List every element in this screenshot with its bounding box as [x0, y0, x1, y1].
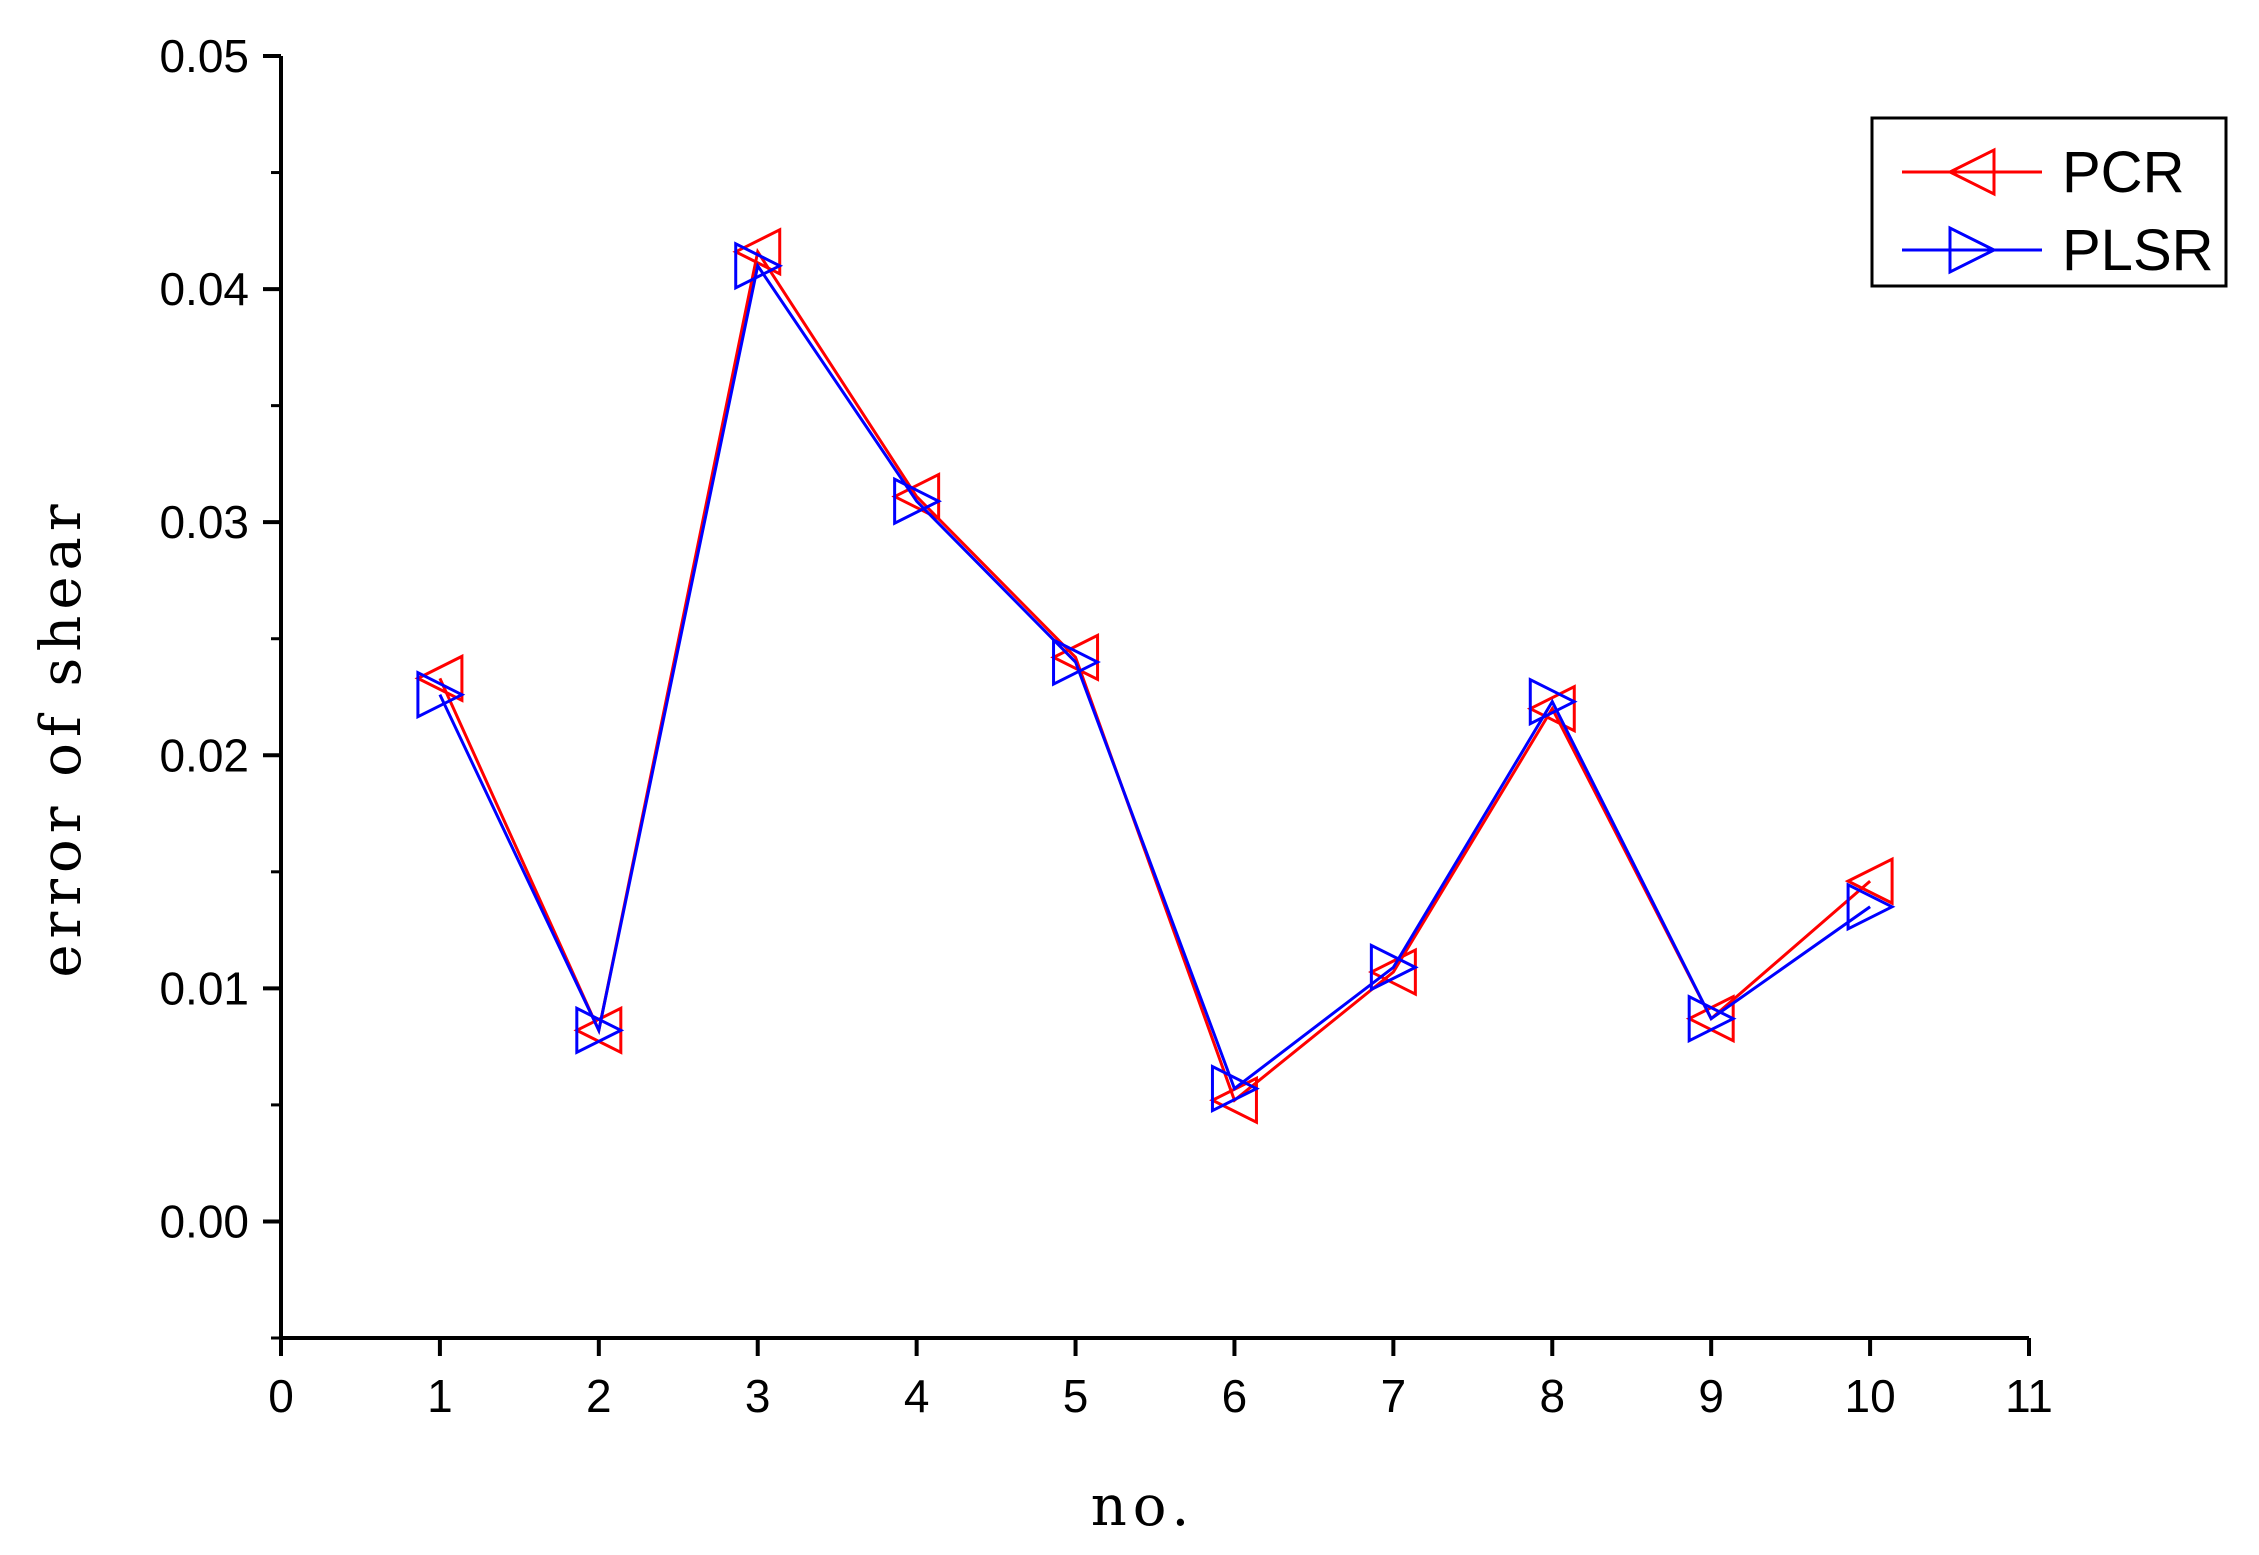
series-line-plsr: [438, 261, 1871, 1092]
data-point-pcr: [1050, 632, 1100, 682]
data-point-pcr: [414, 653, 464, 703]
x-tick-label: 3: [745, 1370, 771, 1422]
y-tick-label: 0.00: [159, 1195, 249, 1247]
legend-box: [1870, 116, 2228, 288]
legend-marker: [1948, 225, 1998, 275]
x-tick-label: 9: [1698, 1370, 1724, 1422]
legend-item-plsr: PLSR: [1902, 218, 2214, 283]
data-point-pcr: [732, 227, 782, 277]
data-point-pcr: [1526, 684, 1576, 734]
data-point-plsr: [1528, 677, 1578, 727]
legend-label: PLSR: [2062, 218, 2214, 283]
data-point-plsr: [1369, 942, 1419, 992]
x-axis-title: no.: [1091, 1474, 1196, 1539]
series-pcr: [414, 227, 1894, 1125]
data-point-pcr: [891, 472, 941, 521]
data-point-plsr: [1052, 637, 1101, 687]
y-tick-label: 0.01: [159, 962, 249, 1014]
y-tick-label: 0.02: [159, 729, 249, 781]
axes: 0.00 0.01 0.02 0.03 0.04 0.05 0 1 2 3 4 5 6 7 8 9 10 11: [159, 30, 2052, 1422]
data-point-plsr: [1210, 1064, 1260, 1114]
data-point-plsr: [575, 1005, 625, 1055]
x-tick-label: 4: [904, 1370, 930, 1422]
series-plsr: [416, 241, 1896, 1114]
x-tick-label: 6: [1222, 1370, 1248, 1422]
x-tick-label: 10: [1845, 1370, 1896, 1422]
data-point-plsr: [1846, 882, 1896, 932]
data-point-plsr: [734, 241, 784, 291]
legend-item-pcr: PCR: [1902, 140, 2184, 205]
x-tick-label: 1: [427, 1370, 453, 1422]
data-point-plsr: [416, 670, 466, 720]
x-tick-label: 8: [1539, 1370, 1565, 1422]
data-point-pcr: [1844, 856, 1894, 906]
y-axis-title: error of shear: [29, 498, 94, 977]
y-tick-label: 0.03: [159, 496, 249, 548]
legend: PCR PLSR: [1870, 116, 2228, 288]
x-tick-label: 11: [2005, 1370, 2053, 1422]
data-point-plsr: [893, 476, 942, 526]
x-tick-label: 7: [1381, 1370, 1407, 1422]
x-tick-label: 2: [586, 1370, 612, 1422]
x-tick-label: 5: [1063, 1370, 1089, 1422]
legend-label: PCR: [2062, 140, 2184, 205]
data-point-plsr: [1687, 994, 1737, 1044]
legend-marker: [1946, 147, 1996, 197]
y-tick-label: 0.04: [159, 263, 249, 315]
series-layer: [414, 227, 1896, 1125]
series-line-pcr: [438, 247, 1872, 1103]
y-tick-label: 0.05: [159, 30, 249, 82]
x-tick-label: 0: [268, 1370, 294, 1422]
data-point-pcr: [1368, 947, 1417, 997]
